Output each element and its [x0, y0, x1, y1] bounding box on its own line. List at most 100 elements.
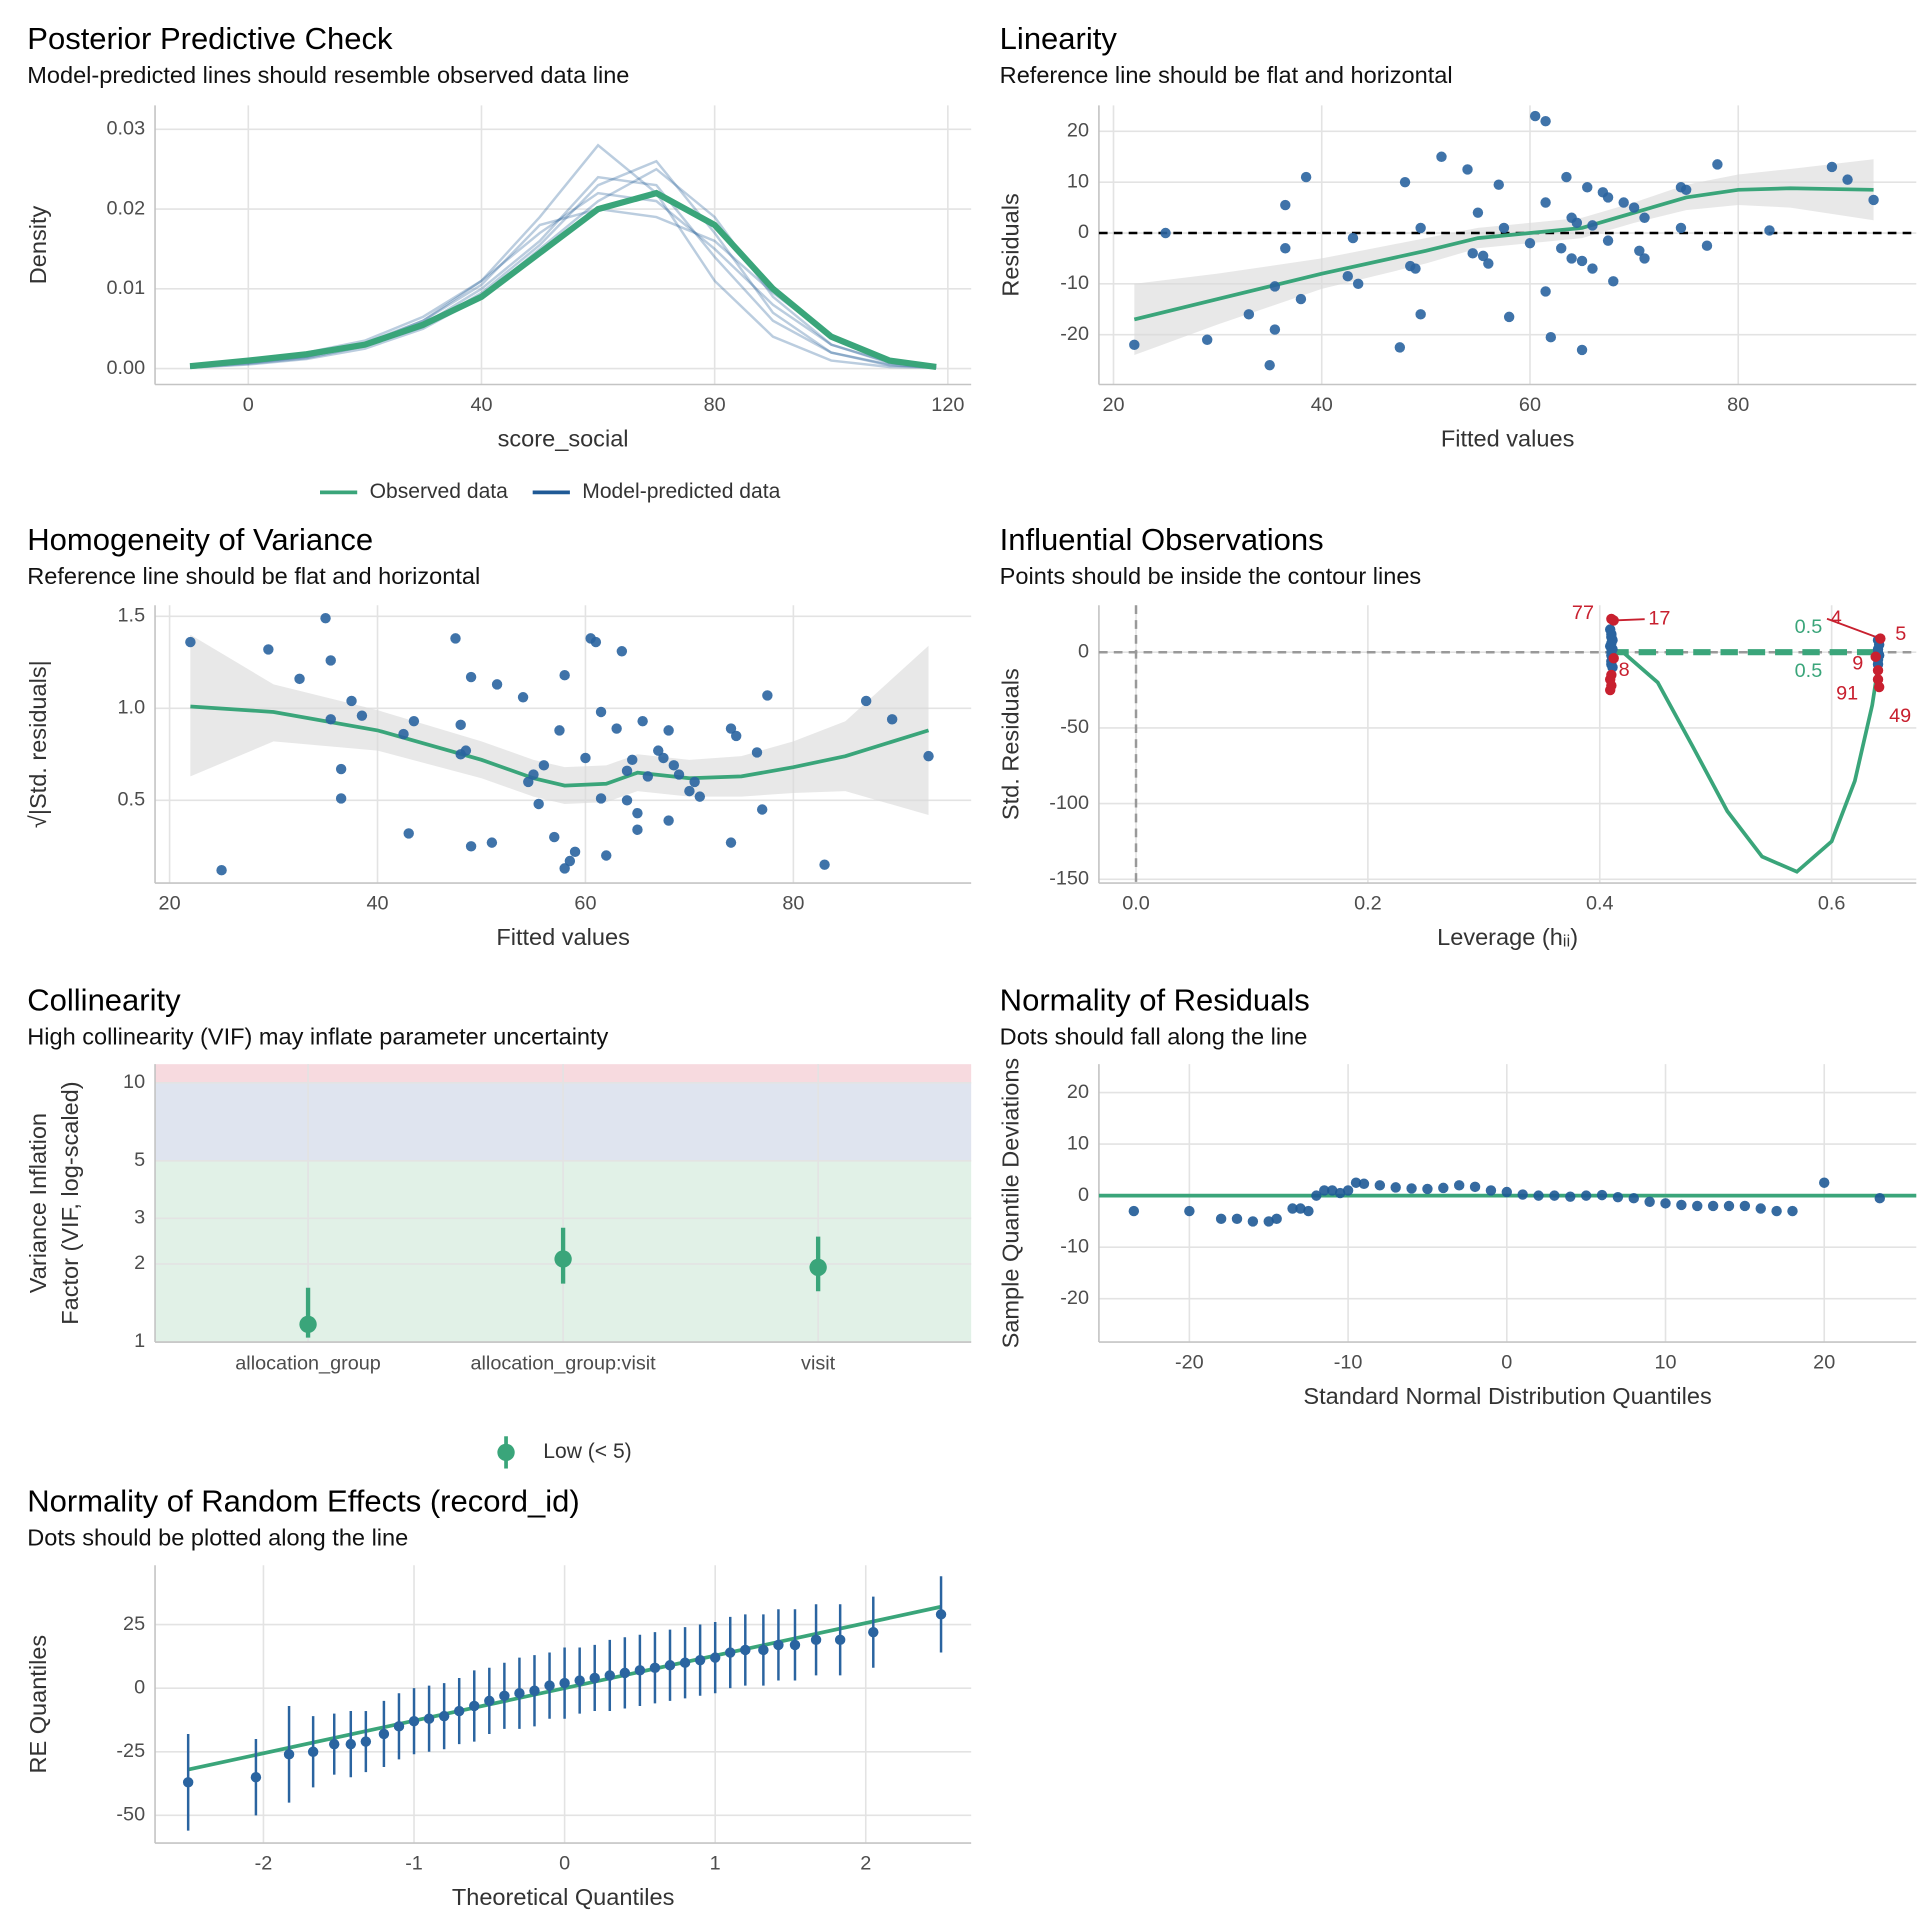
- point: [1874, 1192, 1885, 1204]
- panel-title: Homogeneity of Variance: [27, 522, 373, 557]
- y-tick-label: 10: [123, 1071, 145, 1093]
- point: [595, 793, 607, 804]
- point: [819, 859, 830, 870]
- vif-point: [554, 1250, 572, 1268]
- point: [1271, 1213, 1282, 1225]
- point: [1842, 174, 1853, 185]
- point: [1406, 1183, 1417, 1194]
- y-tick-label: 0.5: [118, 789, 146, 811]
- point: [664, 1660, 676, 1671]
- contour-line: [1621, 650, 1883, 874]
- x-tick-label: 40: [1311, 394, 1333, 416]
- panel-subtitle: Points should be inside the contour line…: [1000, 563, 1422, 589]
- point-label: 9: [1852, 652, 1863, 674]
- point: [455, 719, 466, 731]
- point: [1628, 1192, 1639, 1204]
- point: [1347, 232, 1359, 244]
- point: [1300, 171, 1312, 183]
- y-tick-label: 0.02: [107, 197, 146, 219]
- y-tick-label: 10: [1067, 170, 1089, 192]
- point: [335, 793, 347, 804]
- point: [1604, 684, 1616, 696]
- point: [1533, 1190, 1544, 1201]
- point: [1524, 237, 1536, 249]
- point: [1644, 1196, 1655, 1208]
- panel-title: Normality of Random Effects (record_id): [27, 1483, 579, 1518]
- point: [758, 1644, 769, 1656]
- point: [1612, 1191, 1624, 1203]
- point: [725, 1647, 736, 1658]
- y-axis-title: Density: [25, 205, 51, 284]
- y-tick-label: -10: [1060, 272, 1089, 294]
- point: [423, 1713, 435, 1724]
- point: [484, 1695, 495, 1707]
- point: [1201, 334, 1213, 345]
- point: [408, 715, 420, 727]
- point-label: 49: [1889, 705, 1911, 727]
- x-tick-label: 0.6: [1818, 892, 1846, 914]
- y-tick-label: 5: [134, 1149, 145, 1171]
- point: [559, 669, 570, 681]
- point: [1540, 115, 1551, 127]
- x-tick-label: 0.2: [1354, 892, 1382, 914]
- x-tick-label: allocation_group:visit: [471, 1353, 657, 1375]
- point-label: 77: [1572, 602, 1594, 624]
- point: [1129, 339, 1140, 351]
- point: [668, 760, 680, 771]
- y-tick-label: -50: [1060, 716, 1089, 738]
- point: [283, 1749, 295, 1760]
- point: [1295, 293, 1307, 305]
- point: [632, 807, 643, 819]
- point: [1399, 176, 1411, 188]
- point: [1771, 1205, 1782, 1217]
- y-tick-label: -50: [116, 1804, 145, 1826]
- point: [1565, 1191, 1576, 1202]
- point: [1319, 1185, 1330, 1196]
- point: [403, 828, 414, 839]
- point: [1352, 278, 1364, 290]
- point: [1415, 222, 1426, 234]
- point: [1467, 248, 1478, 259]
- smooth-line: [1133, 186, 1874, 322]
- point: [1540, 197, 1551, 208]
- point: [653, 745, 664, 756]
- point: [762, 690, 773, 701]
- point: [1739, 1200, 1751, 1212]
- point: [580, 752, 591, 764]
- point: [453, 1705, 465, 1717]
- point: [1723, 1200, 1735, 1212]
- point: [1576, 344, 1588, 356]
- point: [1501, 1186, 1513, 1198]
- point: [1608, 653, 1619, 664]
- point: [595, 706, 607, 718]
- point: [182, 1777, 194, 1788]
- x-tick-label: 20: [1102, 394, 1124, 416]
- point: [1269, 281, 1281, 292]
- point: [673, 769, 685, 780]
- vif-point: [809, 1258, 827, 1277]
- point: [1269, 324, 1281, 335]
- point: [544, 1680, 555, 1691]
- point: [486, 837, 498, 848]
- point: [345, 1738, 356, 1750]
- x-tick-label: 0: [243, 394, 254, 416]
- point-label: 4: [1831, 607, 1842, 629]
- point: [684, 785, 695, 797]
- point: [1755, 1203, 1766, 1214]
- panel-subtitle: High collinearity (VIF) may inflate para…: [27, 1023, 608, 1049]
- point: [346, 695, 357, 707]
- point: [1540, 286, 1551, 297]
- x-tick-label: 0.4: [1586, 892, 1614, 914]
- panel-title: Posterior Predictive Check: [27, 21, 393, 56]
- legend-key: [497, 1443, 515, 1462]
- point: [1342, 271, 1353, 282]
- point: [601, 850, 612, 861]
- point: [1390, 1182, 1401, 1193]
- point: [1618, 197, 1629, 208]
- point: [1184, 1205, 1195, 1217]
- point: [1410, 263, 1421, 274]
- point: [465, 671, 477, 683]
- y-tick-label: 1.5: [118, 605, 146, 627]
- point: [1587, 263, 1598, 274]
- point: [773, 1639, 784, 1651]
